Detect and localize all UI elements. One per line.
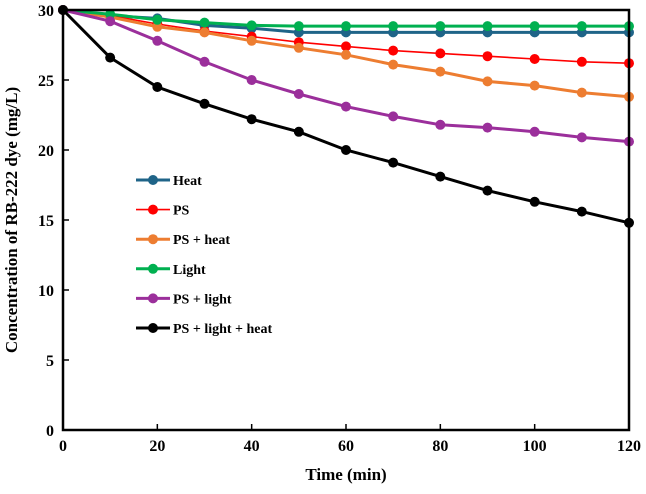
y-tick-label: 5 [46, 353, 54, 370]
data-point [246, 20, 257, 31]
legend-label: PS + light [173, 292, 232, 307]
legend-marker [148, 234, 158, 245]
data-point [246, 114, 257, 125]
data-point [435, 66, 446, 77]
y-tick-label: 15 [38, 213, 54, 230]
data-point [388, 59, 399, 70]
legend-marker [148, 175, 158, 185]
y-tick-label: 10 [38, 283, 54, 300]
data-point [576, 87, 587, 98]
x-tick-label: 20 [149, 438, 165, 455]
y-tick-label: 0 [46, 423, 54, 440]
data-point [341, 41, 351, 52]
x-tick-label: 100 [523, 438, 547, 455]
data-point [341, 145, 351, 155]
data-point [388, 157, 399, 168]
legend-marker [148, 293, 158, 304]
y-axis-label: Concentration of RB-222 dye (mg/L) [2, 87, 21, 353]
y-tick-label: 25 [38, 73, 54, 90]
data-point [435, 119, 446, 130]
data-point [388, 21, 399, 32]
data-point [152, 35, 163, 46]
x-tick-label: 60 [338, 438, 354, 455]
legend-marker [148, 263, 158, 274]
data-point [388, 45, 399, 56]
data-point [199, 56, 210, 67]
data-point [293, 126, 304, 137]
data-point [388, 111, 399, 122]
legend-entry: PS + light [136, 292, 232, 307]
x-tick-label: 80 [432, 438, 448, 455]
legend-label: PS + light + heat [173, 322, 273, 337]
series-ps-light-heat [58, 5, 634, 228]
data-point [529, 21, 540, 32]
data-point [529, 126, 540, 137]
legend: Heat PS PS + heat Light PS + light PS + light… [136, 174, 273, 337]
data-point [482, 185, 493, 196]
data-point [293, 21, 304, 32]
data-point [152, 21, 163, 32]
data-point [529, 196, 540, 207]
data-point [482, 21, 493, 32]
data-point [152, 82, 163, 92]
data-point [435, 21, 446, 32]
legend-entry: Light [136, 263, 206, 278]
data-point [105, 9, 116, 20]
data-point [435, 171, 446, 182]
data-point [435, 48, 446, 59]
legend-label: Light [173, 263, 206, 278]
legend-entry: PS + light + heat [136, 322, 273, 337]
data-point [246, 75, 257, 85]
y-tick-label: 20 [38, 143, 54, 160]
data-point [341, 101, 351, 112]
data-point [482, 122, 493, 133]
data-point [105, 16, 116, 27]
data-point [482, 51, 493, 62]
data-point [152, 14, 163, 25]
data-point [576, 206, 587, 217]
data-point [482, 76, 493, 87]
legend-label: PS [173, 204, 190, 219]
data-point [341, 49, 351, 60]
data-point [199, 17, 210, 28]
x-axis-label: Time (min) [305, 465, 386, 484]
data-point [576, 132, 587, 143]
y-tick-label: 30 [38, 3, 54, 20]
legend-entry: PS [136, 204, 190, 219]
data-point [105, 52, 116, 63]
data-point [293, 42, 304, 53]
legend-marker [148, 204, 158, 215]
data-point [246, 35, 257, 46]
legend-entry: Heat [136, 174, 202, 189]
series-layer [58, 5, 634, 228]
data-point [576, 21, 587, 32]
legend-marker [148, 323, 158, 333]
x-tick-label: 0 [59, 438, 67, 455]
legend-entry: PS + heat [136, 233, 230, 248]
data-point [529, 54, 540, 64]
data-point [576, 56, 587, 67]
data-point [199, 98, 210, 109]
x-tick-label: 120 [617, 438, 641, 455]
data-point [199, 27, 210, 38]
data-point [341, 21, 351, 32]
x-tick-label: 40 [244, 438, 260, 455]
data-point [529, 80, 540, 91]
legend-label: Heat [173, 174, 202, 189]
legend-label: PS + heat [173, 233, 230, 248]
plot-frame [61, 8, 631, 432]
data-point [293, 89, 304, 99]
axis-ticks: 0 20 40 60 80 100 120 0 5 10 15 20 25 30 [38, 3, 641, 455]
